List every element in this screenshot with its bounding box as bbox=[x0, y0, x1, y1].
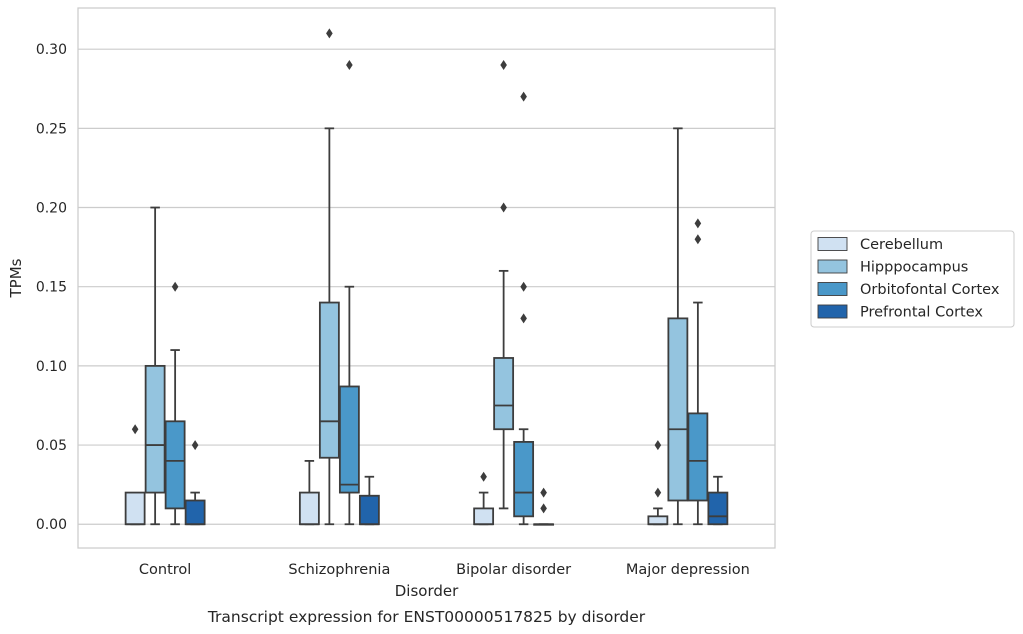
outlier-point bbox=[131, 424, 139, 435]
outlier-point bbox=[171, 281, 179, 292]
box-group bbox=[667, 127, 689, 526]
box bbox=[687, 412, 709, 502]
outlier-point bbox=[540, 503, 547, 514]
outlier-point bbox=[480, 471, 487, 482]
box bbox=[647, 515, 669, 526]
legend-label: Prefrontal Cortex bbox=[860, 305, 983, 321]
box bbox=[184, 499, 206, 526]
outlier-point bbox=[694, 234, 702, 245]
legend-swatch bbox=[817, 304, 848, 319]
outlier-point bbox=[346, 60, 353, 71]
legend-entries: Cerebellum Hipppocampus Orbitofontal Corte… bbox=[817, 237, 1000, 321]
y-tick-label: 0.20 bbox=[36, 201, 67, 217]
box-group bbox=[687, 218, 709, 526]
box-group bbox=[707, 475, 729, 526]
outlier-point bbox=[520, 91, 527, 102]
plot-frame bbox=[77, 7, 776, 549]
box-group bbox=[124, 424, 146, 526]
box-group bbox=[473, 471, 495, 526]
outlier-point bbox=[540, 487, 547, 498]
x-tick-label: Major depression bbox=[626, 562, 750, 578]
box-group bbox=[647, 440, 669, 526]
x-tick-labels: Control Schizophrenia Bipolar disorder Majo… bbox=[139, 562, 750, 578]
legend-label: Hipppocampus bbox=[860, 260, 968, 276]
outlier-point bbox=[500, 202, 507, 213]
box-group bbox=[513, 91, 535, 526]
outlier-point bbox=[694, 218, 702, 229]
outlier-point bbox=[520, 313, 527, 324]
outlier-point bbox=[654, 440, 662, 451]
box-group bbox=[358, 475, 380, 526]
box bbox=[513, 441, 535, 518]
box-group bbox=[164, 281, 186, 526]
box bbox=[473, 507, 495, 526]
y-tick-label: 0.10 bbox=[36, 359, 67, 375]
box bbox=[667, 317, 689, 502]
legend-label: Orbitofontal Cortex bbox=[860, 282, 1000, 298]
box bbox=[164, 420, 186, 510]
box-group bbox=[493, 60, 515, 510]
box-group bbox=[318, 28, 340, 526]
legend-label: Cerebellum bbox=[860, 237, 943, 253]
outlier-point bbox=[500, 60, 507, 71]
outlier-point bbox=[520, 281, 527, 292]
x-tick-label: Control bbox=[139, 562, 191, 578]
box-group bbox=[144, 206, 166, 526]
legend-swatch bbox=[817, 259, 848, 274]
boxes bbox=[124, 28, 729, 526]
box bbox=[124, 491, 146, 526]
legend: Cerebellum Hipppocampus Orbitofontal Corte… bbox=[810, 230, 1015, 328]
box bbox=[318, 301, 340, 459]
box bbox=[707, 491, 729, 526]
box-group bbox=[298, 460, 320, 526]
outlier-point bbox=[326, 28, 333, 39]
outlier-point bbox=[654, 487, 662, 498]
box bbox=[298, 491, 320, 526]
x-tick-label: Bipolar disorder bbox=[456, 562, 571, 578]
y-tick-label: 0.00 bbox=[36, 517, 67, 533]
x-tick-label: Schizophrenia bbox=[288, 562, 390, 578]
outlier-point bbox=[191, 440, 199, 451]
y-tick-label: 0.05 bbox=[36, 438, 67, 454]
y-axis-label: TPMs bbox=[7, 258, 25, 298]
box bbox=[144, 364, 166, 494]
legend-swatch bbox=[817, 237, 848, 251]
y-tick-label: 0.30 bbox=[36, 42, 67, 58]
legend-frame bbox=[810, 230, 1015, 328]
legend-swatch bbox=[817, 282, 848, 296]
box-group bbox=[184, 440, 206, 526]
y-tick-label: 0.25 bbox=[36, 121, 67, 137]
box bbox=[358, 494, 380, 526]
y-tick-labels: 0.00 0.05 0.10 0.15 0.20 0.25 0.30 bbox=[36, 42, 67, 533]
y-tick-label: 0.15 bbox=[36, 280, 67, 296]
chart-caption: Transcript expression for ENST0000051782… bbox=[207, 608, 646, 626]
box-group bbox=[533, 487, 555, 526]
x-axis-label: Disorder bbox=[395, 582, 459, 600]
box-group bbox=[338, 60, 360, 526]
box bbox=[338, 385, 360, 494]
box bbox=[493, 357, 515, 431]
